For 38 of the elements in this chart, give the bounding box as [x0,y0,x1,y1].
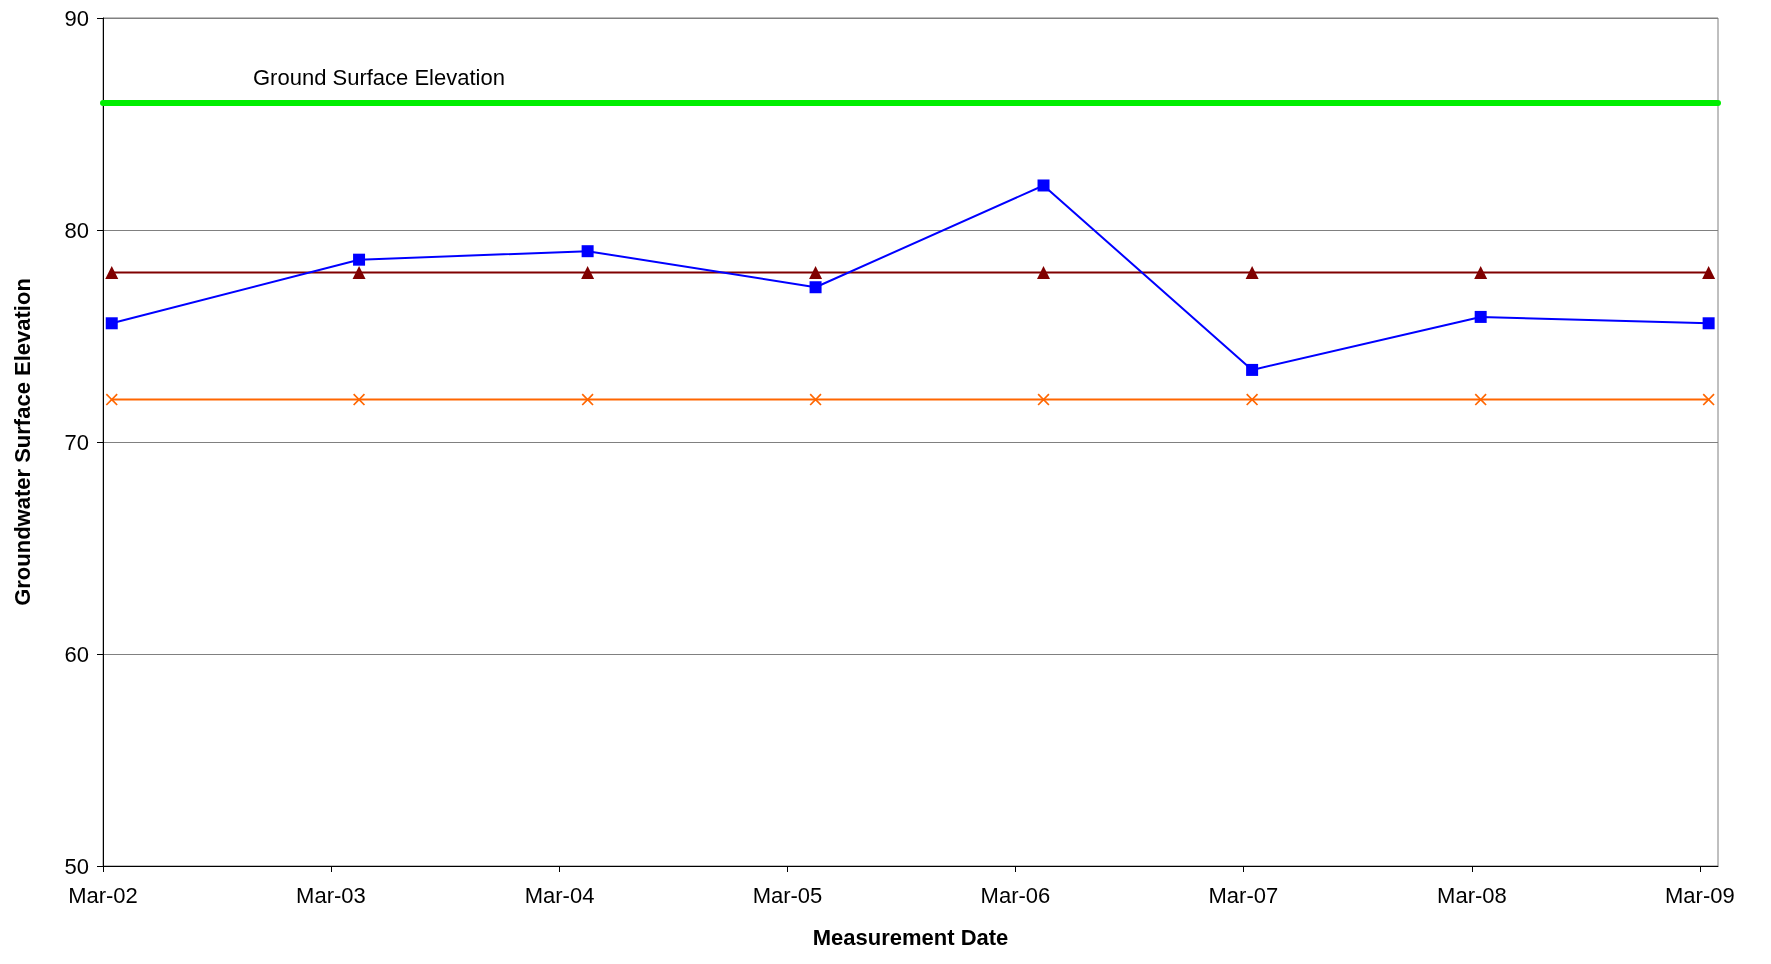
x-tick-label: Mar-05 [752,882,823,908]
point [105,265,119,279]
x-tick-label: Mar-04 [524,882,595,908]
y-tick-label: 90 [64,5,89,31]
point [581,393,594,406]
point [1245,265,1259,279]
point [1474,265,1488,279]
point [353,253,366,266]
point [1037,179,1050,192]
x-tick-label: Mar-06 [980,882,1051,908]
y-tick-label: 60 [64,641,89,667]
point [1702,317,1715,330]
point [1037,393,1050,406]
point [809,265,823,279]
x-tick-label: Mar-08 [1437,882,1507,908]
point [352,265,366,279]
point [581,265,595,279]
y-axis-title: Groundwater Surface Elevation [9,278,35,606]
x-tick-label: Mar-07 [1208,882,1279,908]
point [1702,393,1715,406]
point [1702,265,1716,279]
point [1474,393,1487,406]
point [105,393,118,406]
x-axis-title: Measurement Date [812,924,1009,950]
point [581,245,594,258]
y-tick-label: 50 [64,853,89,879]
x-tick-label: Mar-03 [296,882,366,908]
x-tick-label: Mar-02 [68,882,138,908]
ref-line-label: Ground Surface Elevation [253,65,505,91]
y-tick-label: 70 [64,429,89,455]
x-tick-label: Mar-09 [1665,882,1735,908]
point [1246,363,1259,376]
point [809,281,822,294]
point [809,393,822,406]
y-tick-label: 80 [64,217,89,243]
point [1037,265,1051,279]
point [105,317,118,330]
point [1474,310,1487,323]
